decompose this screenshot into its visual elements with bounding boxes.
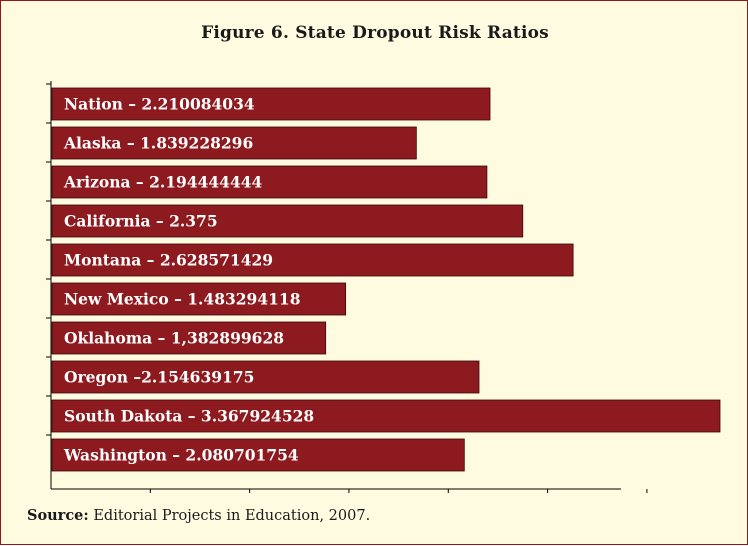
bar-label-washington: Washington – 2.080701754 [63, 446, 299, 465]
figure-title: Figure 6. State Dropout Risk Ratios [201, 23, 549, 43]
bar-label-alaska: Alaska – 1.839228296 [63, 134, 253, 153]
bar-alaska [51, 126, 417, 160]
bar-label-california: California – 2.375 [64, 212, 218, 231]
bar-label-south-dakota: South Dakota – 3.367924528 [64, 407, 314, 426]
bar-washington [51, 438, 465, 472]
bar-oregon [51, 360, 480, 394]
bar-label-new-mexico: New Mexico – 1.483294118 [64, 290, 300, 309]
source-note: Source: Editorial Projects in Education,… [27, 507, 370, 524]
bar-new-mexico [51, 282, 347, 316]
bar-arizona [51, 165, 488, 199]
bar-montana [51, 243, 574, 277]
source-label: Source: [27, 507, 89, 524]
bar-label-nation: Nation – 2.210084034 [64, 95, 255, 114]
bar-nation [51, 87, 491, 121]
bar-label-oklahoma: Oklahoma – 1,382899628 [64, 329, 284, 348]
source-text: Editorial Projects in Education, 2007. [93, 508, 371, 524]
bar-oklahoma [51, 321, 327, 355]
bar-label-oregon: Oregon –2.154639175 [64, 368, 254, 387]
bar-label-arizona: Arizona – 2.194444444 [63, 173, 263, 192]
bar-south-dakota [51, 399, 721, 433]
bar-label-montana: Montana – 2.628571429 [64, 251, 273, 270]
bar-california [51, 204, 524, 238]
